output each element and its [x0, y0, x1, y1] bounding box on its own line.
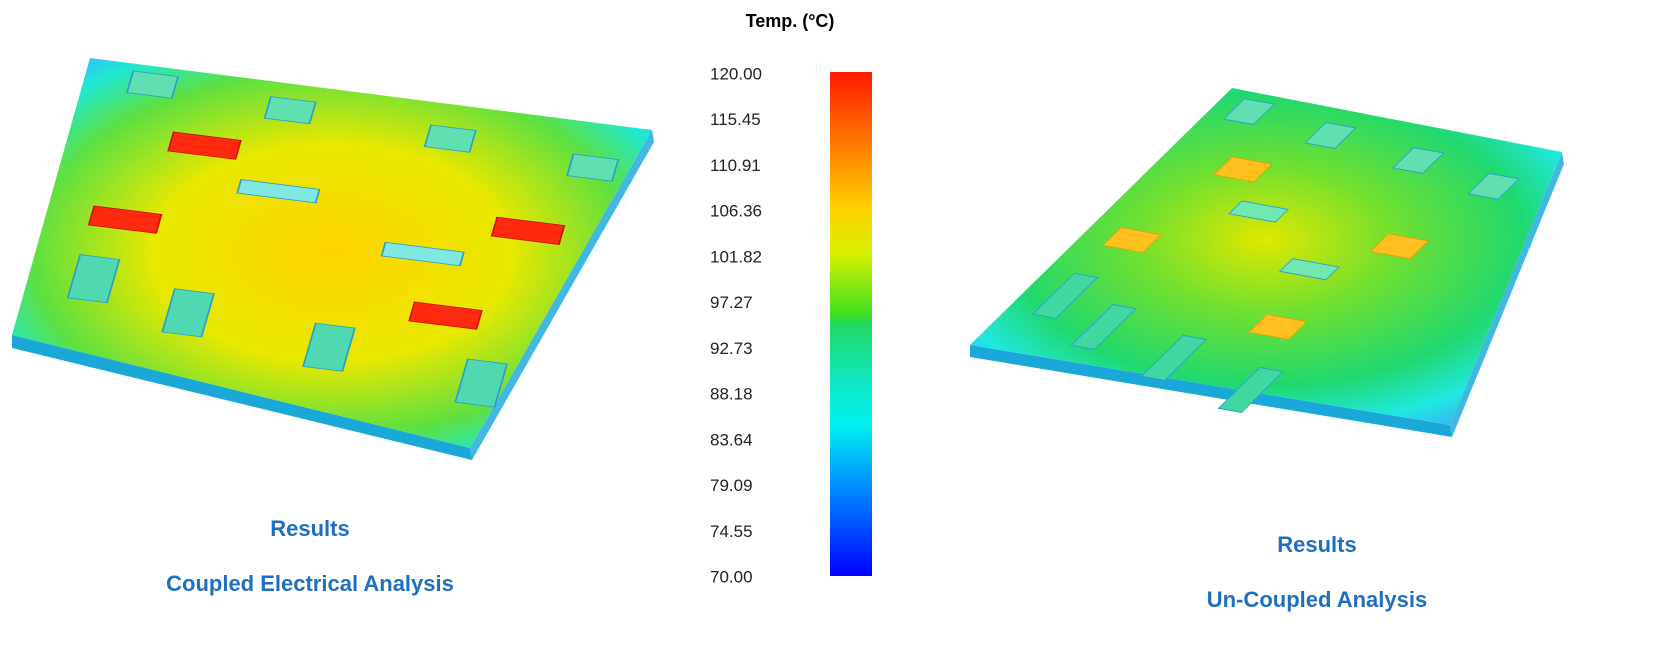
figure: Temp. (°C) 120.00 115.45 110.91 106.36 101.8…	[0, 0, 1673, 655]
colorbar-label: 101.82	[710, 247, 762, 266]
left-board	[12, 58, 654, 460]
colorbar-label: 92.73	[710, 339, 753, 358]
colorbar-label: 83.64	[710, 430, 753, 449]
colorbar-label: 79.09	[710, 476, 753, 495]
caption: Results	[1277, 532, 1356, 557]
colorbar-label: 110.91	[710, 156, 761, 175]
colorbar-label: 97.27	[710, 293, 753, 312]
colorbar-label: 120.00	[710, 64, 762, 83]
colorbar-label: 115.45	[710, 110, 761, 129]
caption: Un-Coupled Analysis	[1207, 587, 1427, 612]
colorbar-labels: 120.00 115.45 110.91 106.36 101.82 97.27 92.73…	[710, 64, 762, 586]
colorbar-title: Temp. (°C)	[746, 11, 835, 31]
colorbar	[830, 72, 872, 576]
colorbar-label: 88.18	[710, 385, 753, 404]
caption: Results	[270, 516, 349, 541]
right-board	[970, 88, 1564, 437]
colorbar-label: 74.55	[710, 522, 753, 541]
caption: Coupled Electrical Analysis	[166, 571, 454, 596]
page: Temp. (°C) 120.00 115.45 110.91 106.36 101.8…	[0, 0, 1673, 660]
colorbar-label: 70.00	[710, 567, 753, 586]
colorbar-label: 106.36	[710, 202, 762, 221]
